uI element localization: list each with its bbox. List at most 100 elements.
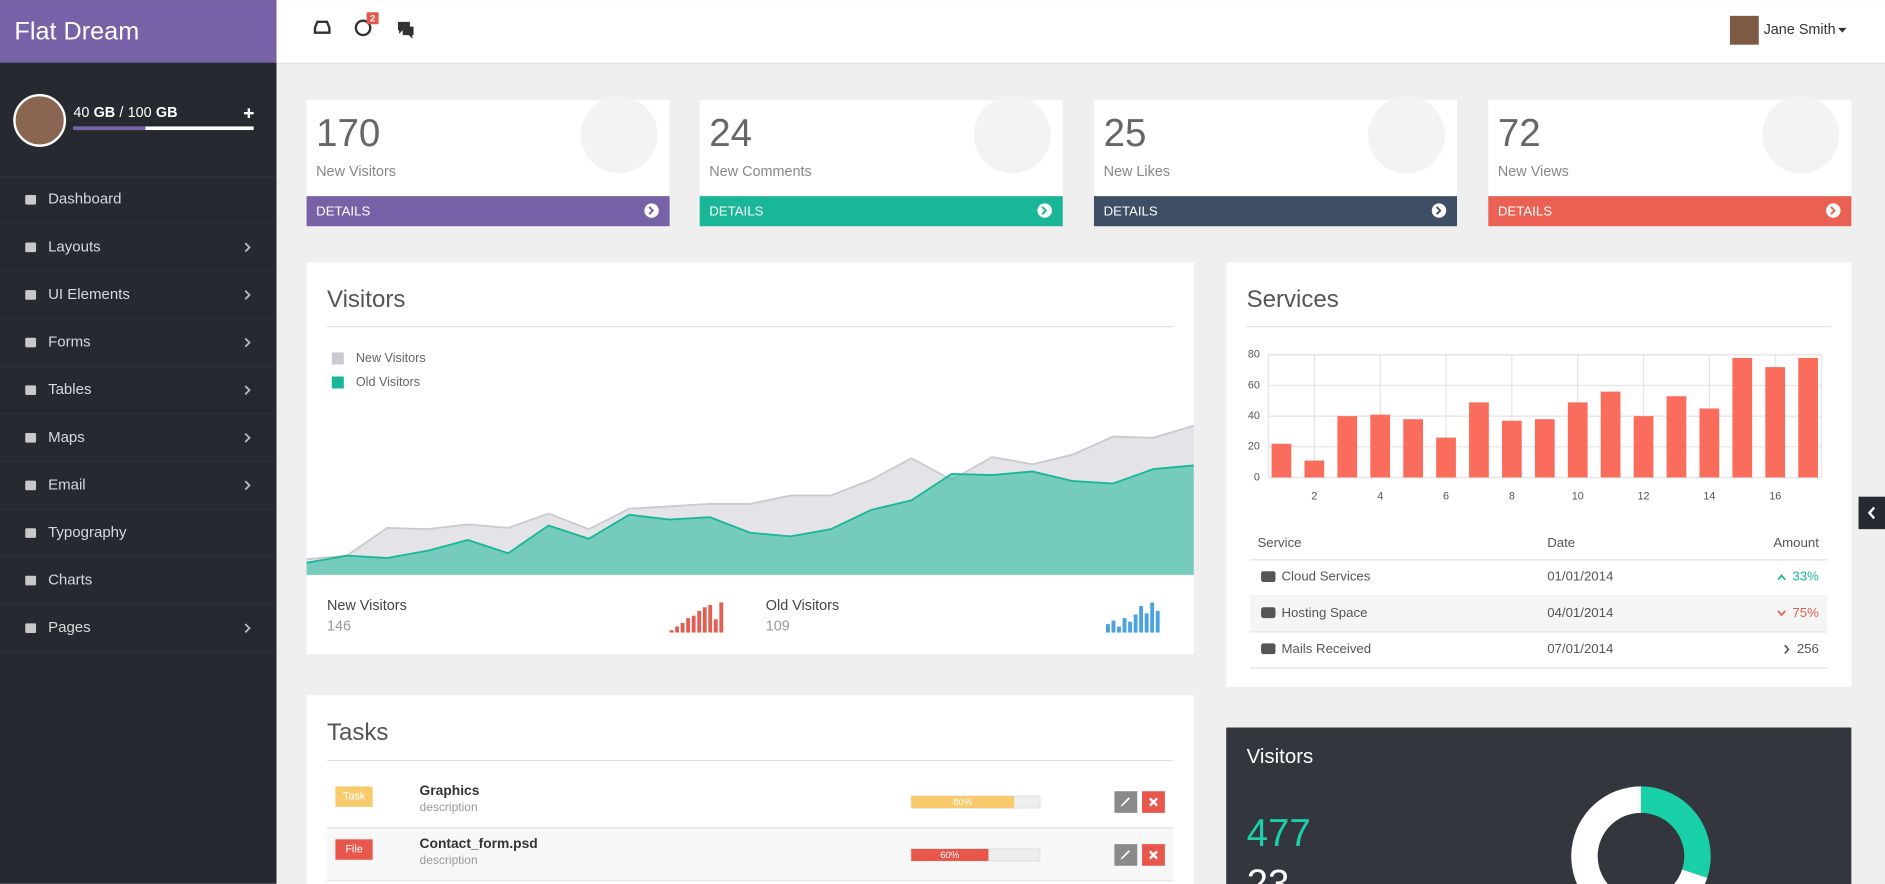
user-name[interactable]: Jane Smith xyxy=(1764,22,1836,38)
spark-bar xyxy=(1117,626,1121,633)
spark-bar xyxy=(713,619,718,633)
user-avatar[interactable] xyxy=(1729,15,1759,45)
nav-icon[interactable] xyxy=(25,290,37,300)
panel-title: Tasks xyxy=(327,719,388,746)
globe-icon[interactable] xyxy=(354,19,372,37)
side-toggle[interactable] xyxy=(1858,496,1885,530)
stat-value: 25 xyxy=(1104,112,1147,155)
nav-label[interactable]: Typography xyxy=(48,524,127,541)
nav-label[interactable]: UI Elements xyxy=(48,286,130,303)
service-icon xyxy=(1261,607,1276,619)
stat-value: 72 xyxy=(1498,112,1541,155)
bar xyxy=(1600,391,1621,478)
stat-watermark xyxy=(1762,96,1840,174)
stat-footer[interactable] xyxy=(699,196,1063,227)
table-row-bg xyxy=(1250,595,1828,632)
table-header: Amount xyxy=(1773,535,1819,550)
toggle-chevron[interactable] xyxy=(1867,506,1876,520)
task-description: description xyxy=(420,853,478,867)
inbox-icon[interactable] xyxy=(313,20,331,34)
progress-fill xyxy=(911,848,989,861)
nav-label[interactable]: Dashboard xyxy=(48,191,121,208)
nav-label[interactable]: Maps xyxy=(48,429,85,446)
spark-bar xyxy=(669,630,674,633)
stat-footer[interactable] xyxy=(1488,196,1852,227)
chat-icon[interactable] xyxy=(397,21,414,39)
legend-swatch xyxy=(331,352,344,365)
bar xyxy=(1370,414,1391,478)
stat-link[interactable]: DETAILS xyxy=(1498,203,1552,218)
nav-icon[interactable] xyxy=(25,575,37,586)
bar xyxy=(1534,419,1555,478)
nav-icon[interactable] xyxy=(25,480,37,491)
stat-footer[interactable] xyxy=(306,196,670,227)
x-tick-label: 2 xyxy=(1311,491,1317,503)
y-tick-label: 40 xyxy=(1248,410,1260,422)
delete-icon xyxy=(1149,797,1158,807)
nav-icon[interactable] xyxy=(25,432,37,443)
storage-fill xyxy=(73,126,146,131)
stat-watermark xyxy=(580,96,658,174)
bar xyxy=(1501,420,1522,478)
stat-arrow-head xyxy=(1041,206,1048,215)
x-tick-label: 6 xyxy=(1443,491,1449,503)
spark-bar xyxy=(686,618,691,633)
trend-arrow xyxy=(1784,644,1790,655)
y-tick-label: 20 xyxy=(1248,441,1260,453)
storage-used: 40 xyxy=(73,105,89,121)
bar xyxy=(1337,416,1358,478)
storage-used-unit: GB xyxy=(94,105,116,121)
nav-icon[interactable] xyxy=(25,337,37,348)
nav-label[interactable]: Pages xyxy=(48,619,91,636)
nav-label[interactable]: Tables xyxy=(48,381,91,398)
storage-text: 40 GB/100 GB xyxy=(73,105,177,121)
nav-icon[interactable] xyxy=(25,242,37,253)
nav-label[interactable]: Forms xyxy=(48,334,91,351)
nav-arrow[interactable] xyxy=(244,432,251,443)
spark-bar xyxy=(691,615,696,633)
nav-label[interactable]: Layouts xyxy=(48,238,101,255)
nav-icon[interactable] xyxy=(25,385,37,395)
delete-icon xyxy=(1149,850,1158,860)
stat-link[interactable]: DETAILS xyxy=(709,203,763,218)
add-icon[interactable] xyxy=(244,108,254,119)
nav-arrow[interactable] xyxy=(244,290,251,300)
summary-name: Old Visitors xyxy=(766,598,839,614)
donut-slice xyxy=(1640,786,1711,878)
summary-total: 109 xyxy=(766,618,790,634)
x-tick-label: 16 xyxy=(1769,491,1781,503)
nav-label[interactable]: Charts xyxy=(48,572,92,589)
stat-link[interactable]: DETAILS xyxy=(1104,203,1158,218)
nav-icon[interactable] xyxy=(25,194,37,205)
storage-separator: / xyxy=(119,105,123,121)
nav-arrow[interactable] xyxy=(244,242,251,253)
bar xyxy=(1765,367,1786,478)
spark-bar xyxy=(697,610,702,633)
nav-icon[interactable] xyxy=(25,528,37,538)
nav-label[interactable]: Email xyxy=(48,476,86,493)
task-name: Contact_form.psd xyxy=(420,835,538,851)
progress-fill xyxy=(911,796,1015,809)
panel-title: Services xyxy=(1247,286,1339,313)
profile-avatar[interactable] xyxy=(13,93,67,147)
task-tag-label: File xyxy=(345,843,362,855)
spark-bar xyxy=(708,604,713,633)
bar xyxy=(1271,443,1292,478)
nav-arrow[interactable] xyxy=(244,385,251,396)
service-date: 04/01/2014 xyxy=(1547,605,1613,620)
stat-link[interactable]: DETAILS xyxy=(316,203,370,218)
nav-arrow[interactable] xyxy=(244,337,251,348)
bar xyxy=(1732,357,1753,478)
donut-slice xyxy=(1571,786,1708,884)
dark-panel xyxy=(1226,727,1852,884)
x-tick-label: 14 xyxy=(1703,491,1715,503)
nav-arrow[interactable] xyxy=(244,623,251,634)
brand[interactable]: Flat Dream xyxy=(14,17,139,45)
task-tag xyxy=(335,786,373,807)
nav-arrow[interactable] xyxy=(244,480,251,491)
nav-icon[interactable] xyxy=(25,623,37,634)
caret[interactable] xyxy=(1838,27,1847,33)
spark-bar xyxy=(675,626,680,633)
stat-footer[interactable] xyxy=(1093,196,1458,227)
spark-bar xyxy=(1105,624,1110,633)
